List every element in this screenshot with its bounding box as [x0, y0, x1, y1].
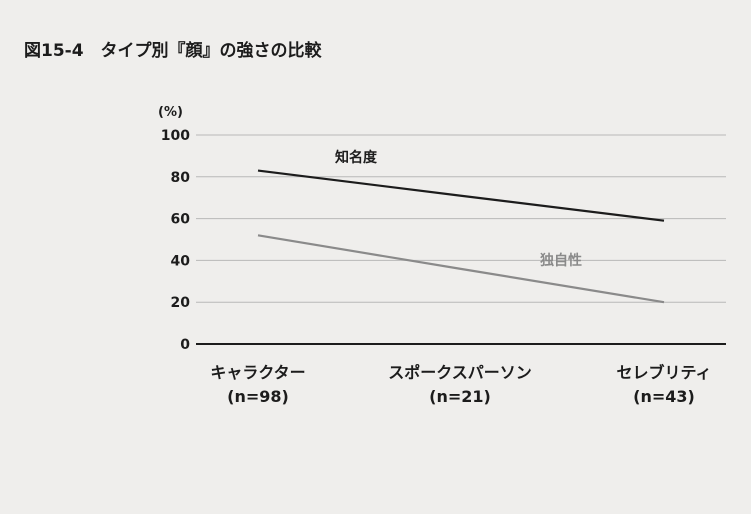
y-tick-label: 60 [171, 212, 191, 228]
series-label: 知名度 [335, 149, 378, 166]
series-label: 独自性 [540, 252, 582, 269]
y-tick-labels: 0 20 40 60 80 100 [161, 128, 190, 353]
x-category-count: (n=98) [227, 387, 289, 406]
x-category-labels: キャラクター (n=98) スポークスパーソン (n=21) セレブリティ (n=43) [210, 363, 711, 406]
series-line [257, 234, 665, 304]
series-line [257, 169, 665, 222]
y-tick-label: 0 [180, 337, 190, 353]
series-lines [257, 169, 665, 304]
x-category-count: (n=43) [633, 387, 695, 406]
gridlines [196, 134, 726, 345]
y-tick-label: 40 [171, 253, 191, 269]
y-tick-label: 20 [171, 295, 191, 311]
y-tick-label: 100 [161, 128, 190, 144]
y-tick-label: 80 [171, 170, 191, 186]
x-category-label: キャラクター [210, 363, 305, 382]
chart-title: 図15-4 タイプ別『顔』の強さの比較 [24, 40, 323, 61]
y-axis-unit: (%) [158, 105, 183, 120]
x-category-label: スポークスパーソン [388, 363, 532, 382]
x-category-label: セレブリティ [616, 363, 711, 382]
x-category-count: (n=21) [429, 387, 491, 406]
